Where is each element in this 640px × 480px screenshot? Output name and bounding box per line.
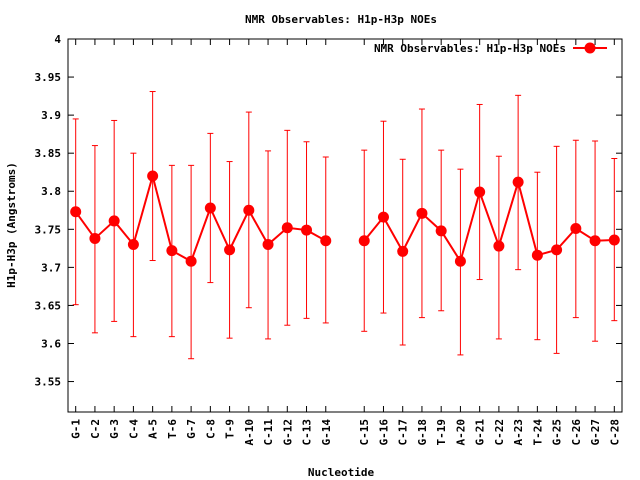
data-point	[89, 232, 101, 244]
data-point	[589, 235, 601, 247]
y-tick-label: 3.9	[41, 109, 61, 122]
x-tick-label: G-1	[70, 419, 83, 439]
x-axis-label: Nucleotide	[308, 466, 375, 479]
data-point	[70, 206, 82, 218]
data-point	[358, 235, 370, 247]
x-tick-label: G-18	[416, 419, 429, 446]
data-point	[474, 186, 486, 198]
y-tick-label: 3.7	[41, 261, 61, 274]
x-tick-label: G-3	[108, 419, 121, 439]
data-point	[147, 170, 159, 182]
y-tick-label: 3.55	[35, 376, 62, 389]
x-tick-label: C-28	[608, 419, 621, 446]
data-point	[281, 222, 293, 234]
series-line-group	[74, 172, 615, 264]
y-tick-label: 3.6	[41, 337, 61, 350]
data-point	[301, 224, 313, 236]
data-point	[320, 235, 332, 247]
data-point	[512, 176, 524, 188]
x-tick-label: A-23	[512, 419, 525, 446]
data-point	[127, 239, 139, 251]
plot-frame	[67, 38, 623, 413]
data-point	[108, 215, 120, 227]
x-tick-label: G-12	[281, 419, 294, 446]
x-tick-label: G-21	[474, 419, 487, 446]
data-point	[224, 244, 236, 256]
x-tick-label: G-7	[185, 419, 198, 439]
x-tick-label: T-19	[435, 419, 448, 446]
error-bars	[72, 91, 618, 360]
x-tick-label: A-20	[454, 419, 467, 446]
data-point	[435, 225, 447, 237]
data-point	[551, 244, 563, 256]
data-point	[262, 239, 274, 251]
legend-marker	[584, 42, 596, 54]
data-point	[570, 223, 582, 235]
y-tick-label: 4	[54, 33, 61, 46]
x-tick-label: C-15	[358, 419, 371, 446]
y-tick-label: 3.8	[41, 185, 61, 198]
data-point	[204, 202, 216, 214]
x-tick-label: C-22	[493, 419, 506, 446]
x-tick-label: C-17	[397, 419, 410, 446]
y-axis: 3.55 3.6 3.65 3.7 3.75 3.8 3.85 3.9 3.95 4	[35, 33, 622, 389]
x-tick-label: T-9	[224, 419, 237, 439]
x-tick-label: C-26	[570, 419, 583, 446]
y-tick-label: 3.75	[35, 223, 62, 236]
x-tick-label: G-25	[551, 419, 564, 446]
y-tick-label: 3.95	[35, 71, 62, 84]
x-tick-label: C-2	[89, 419, 102, 439]
data-points	[70, 170, 620, 267]
x-tick-label: C-4	[127, 419, 140, 439]
data-point	[493, 240, 505, 252]
x-tick-label: C-8	[204, 419, 217, 439]
x-tick-label: T-24	[531, 419, 544, 446]
x-tick-label: G-16	[377, 419, 390, 446]
data-point	[454, 255, 466, 267]
data-point	[166, 245, 178, 257]
x-tick-label: A-5	[147, 419, 160, 439]
data-point	[243, 204, 255, 216]
legend: NMR Observables: H1p-H3p NOEs	[374, 42, 607, 55]
chart-title: NMR Observables: H1p-H3p NOEs	[245, 13, 437, 26]
y-tick-label: 3.65	[35, 299, 62, 312]
data-point	[608, 234, 620, 246]
x-tick-label: G-14	[320, 419, 333, 446]
x-tick-label: T-6	[166, 419, 179, 439]
data-point	[185, 255, 197, 267]
x-tick-label: G-27	[589, 419, 602, 446]
data-point	[397, 245, 409, 257]
x-tick-label: A-10	[243, 419, 256, 446]
legend-label: NMR Observables: H1p-H3p NOEs	[374, 42, 566, 55]
data-point	[377, 211, 389, 223]
x-tick-label: C-13	[301, 419, 314, 446]
data-point	[531, 249, 543, 261]
y-tick-label: 3.85	[35, 147, 62, 160]
data-point	[416, 207, 428, 219]
y-axis-label: H1p-H3p (Angstroms)	[5, 162, 18, 288]
x-tick-label: C-11	[262, 419, 275, 446]
x-axis: G-1 C-2 G-3 C-4 A-5 T-6 G-7 C-8 T-9 A-10 C-11 G-12 C…	[70, 39, 621, 446]
